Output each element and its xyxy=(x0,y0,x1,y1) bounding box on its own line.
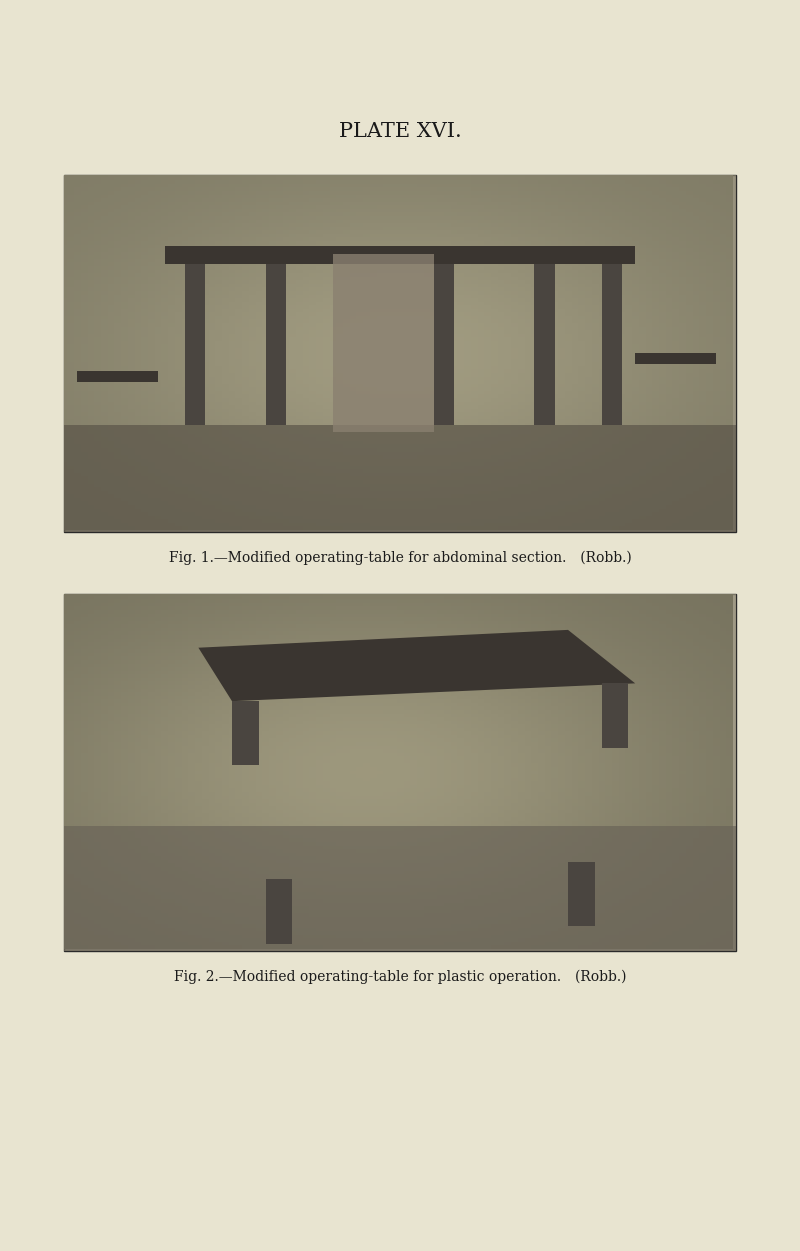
Bar xyxy=(185,264,205,425)
Bar xyxy=(64,594,736,951)
Bar xyxy=(232,701,259,766)
Polygon shape xyxy=(198,631,635,701)
Bar xyxy=(602,264,622,425)
Bar xyxy=(78,372,158,382)
Bar xyxy=(266,879,293,943)
Bar xyxy=(64,594,736,826)
Bar xyxy=(602,683,629,748)
Bar xyxy=(333,254,434,432)
Text: Fig. 1.—Modified operating-table for abdominal section. (Robb.): Fig. 1.—Modified operating-table for abd… xyxy=(169,550,631,565)
Bar xyxy=(568,862,595,926)
Bar xyxy=(434,264,454,425)
Text: Fig. 2.—Modified operating-table for plastic operation. (Robb.): Fig. 2.—Modified operating-table for pla… xyxy=(174,970,626,985)
Bar xyxy=(534,264,554,425)
Bar xyxy=(165,246,635,264)
Bar xyxy=(64,175,736,425)
Bar xyxy=(64,826,736,951)
Bar xyxy=(635,354,716,364)
Bar xyxy=(266,264,286,425)
Text: PLATE XVI.: PLATE XVI. xyxy=(338,121,462,141)
Bar xyxy=(64,425,736,532)
Bar xyxy=(64,175,736,532)
